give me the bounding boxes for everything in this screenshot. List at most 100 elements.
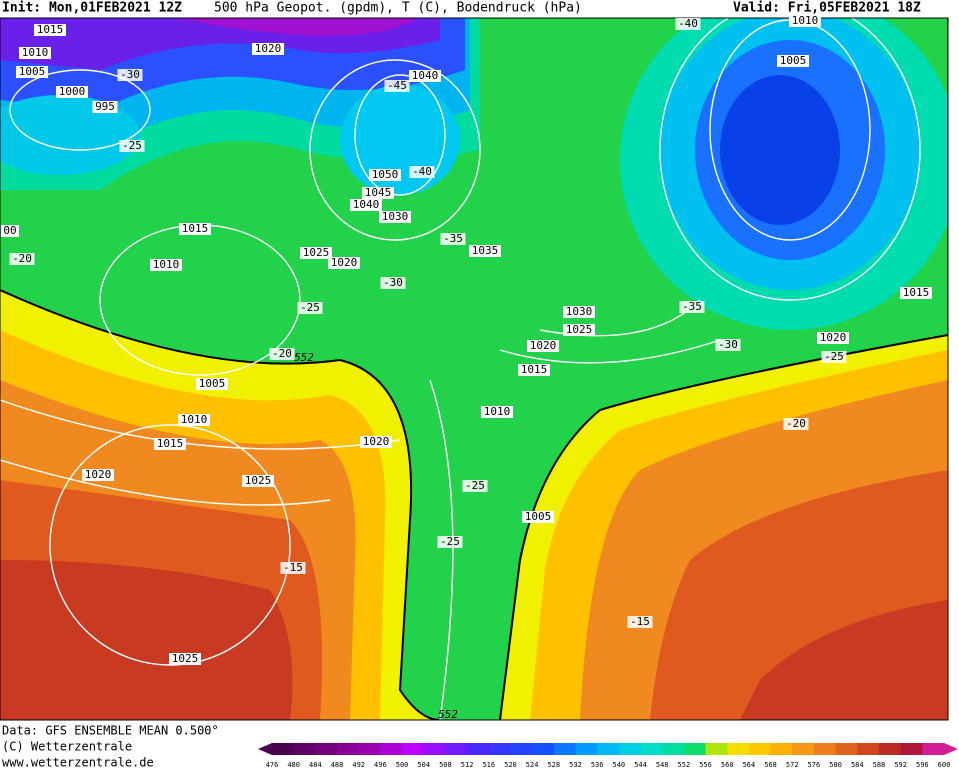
isobar-label: 552 <box>294 351 314 364</box>
colorbar-swatch <box>315 743 338 755</box>
colorbar-swatch <box>878 743 902 755</box>
label-box <box>92 101 118 113</box>
colorbar-swatch <box>683 743 707 755</box>
isobar-label: 1010 <box>153 258 180 271</box>
isobar-label: 1025 <box>566 323 593 336</box>
colorbar-tick-label: 536 <box>591 761 604 769</box>
colorbar-tick-label: 476 <box>266 761 279 769</box>
isobar-label: 1030 <box>566 305 593 318</box>
label-box <box>82 469 114 481</box>
label-box <box>817 332 849 344</box>
isobar-label: 1020 <box>85 468 112 481</box>
temperature-label: -35 <box>443 232 463 245</box>
label-box <box>563 324 595 336</box>
temperature-label: -30 <box>718 338 738 351</box>
isobar-label: 1020 <box>530 339 557 352</box>
map-title: 500 hPa Geopot. (gpdm), T (C), Bodendruc… <box>214 1 582 16</box>
temperature-label: -15 <box>630 615 650 628</box>
colorbar-swatch <box>813 743 837 755</box>
colorbar-tick-label: 488 <box>331 761 344 769</box>
label-box <box>297 302 323 314</box>
temperature-label: -25 <box>465 479 485 492</box>
colorbar-tick-label: 492 <box>352 761 365 769</box>
isobar-label: 1005 <box>780 54 807 67</box>
colorbar: 476 480 484 488 492 496 500 504 508 512 516 520 524 5… <box>258 743 958 769</box>
map-labels: 1015 1010 1005 1000 995 -30 -25 1020 1040 -45 1050… <box>1 14 932 721</box>
colorbar-swatch <box>900 743 923 755</box>
isobar-label: 1000 <box>59 85 86 98</box>
isobar-label: 00 <box>3 224 16 237</box>
isobar-label: 1005 <box>19 65 46 78</box>
isobar-label: 1020 <box>820 331 847 344</box>
label-box <box>117 69 143 81</box>
isobar-label: 1015 <box>157 437 184 450</box>
isobar-label: 1025 <box>172 652 199 665</box>
label-box <box>328 257 360 269</box>
colorbar-tick-label: 572 <box>786 761 799 769</box>
label-box <box>280 562 306 574</box>
label-box <box>360 436 392 448</box>
isobar-label: 1040 <box>353 198 380 211</box>
colorbar-tick-label: 596 <box>916 761 929 769</box>
colorbar-swatch <box>380 743 403 755</box>
label-box <box>19 47 51 59</box>
isobar-label: 1045 <box>365 186 392 199</box>
label-box <box>440 233 466 245</box>
colorbar-swatch <box>532 743 555 755</box>
colorbar-swatch <box>467 743 490 755</box>
colorbar-tick-label: 520 <box>504 761 517 769</box>
label-box <box>350 199 382 211</box>
colorbar-arrow <box>944 743 958 755</box>
colorbar-swatch <box>510 743 533 755</box>
temperature-label: -35 <box>682 300 702 313</box>
isobar-label: 1015 <box>37 23 64 36</box>
colorbar-tick-label: 480 <box>287 761 300 769</box>
colorbar-tick-label: 552 <box>678 761 691 769</box>
colorbar-tick-label: 584 <box>851 761 864 769</box>
isobar-label: 1035 <box>472 244 499 257</box>
colorbar-swatch <box>553 743 576 755</box>
colorbar-tick-label: 500 <box>396 761 409 769</box>
label-box <box>9 253 35 265</box>
website: www.wetterzentrale.de <box>2 756 154 770</box>
colorbar-swatch <box>705 743 728 755</box>
label-box <box>56 86 88 98</box>
temperature-label: -25 <box>824 350 844 363</box>
label-box <box>362 187 394 199</box>
colorbar-swatch <box>640 743 663 755</box>
colorbar-tick-label: 512 <box>461 761 474 769</box>
label-box <box>252 43 284 55</box>
colorbar-swatch <box>748 743 772 755</box>
colorbar-swatch <box>575 743 598 755</box>
colorbar-tick-label: 548 <box>656 761 669 769</box>
isobar-label: 1020 <box>255 42 282 55</box>
label-box <box>627 616 653 628</box>
temperature-label: -20 <box>272 347 292 360</box>
colorbar-swatch <box>445 743 468 755</box>
label-box <box>119 140 145 152</box>
colorbar-tick-label: 580 <box>829 761 842 769</box>
colorbar-swatch <box>488 743 511 755</box>
map-field <box>0 18 948 720</box>
label-box <box>462 480 488 492</box>
label-box <box>269 348 295 360</box>
label-box <box>715 339 741 351</box>
colorbar-tick-label: 496 <box>374 761 387 769</box>
colorbar-swatch <box>293 743 316 755</box>
colorbar-swatch <box>358 743 381 755</box>
label-box <box>469 245 501 257</box>
temperature-label: -25 <box>300 301 320 314</box>
isobar-label: 1020 <box>331 256 358 269</box>
label-box <box>169 653 201 665</box>
label-box <box>563 306 595 318</box>
isobar-label: 1010 <box>792 14 819 27</box>
colorbar-swatch <box>727 743 750 755</box>
label-box <box>178 414 210 426</box>
isobar-label: 995 <box>95 100 115 113</box>
isobar-label: 1005 <box>525 510 552 523</box>
isobar-label: 1015 <box>521 363 548 376</box>
colorbar-swatch <box>618 743 642 755</box>
label-box <box>300 247 332 259</box>
isobar-label: 1015 <box>903 286 930 299</box>
